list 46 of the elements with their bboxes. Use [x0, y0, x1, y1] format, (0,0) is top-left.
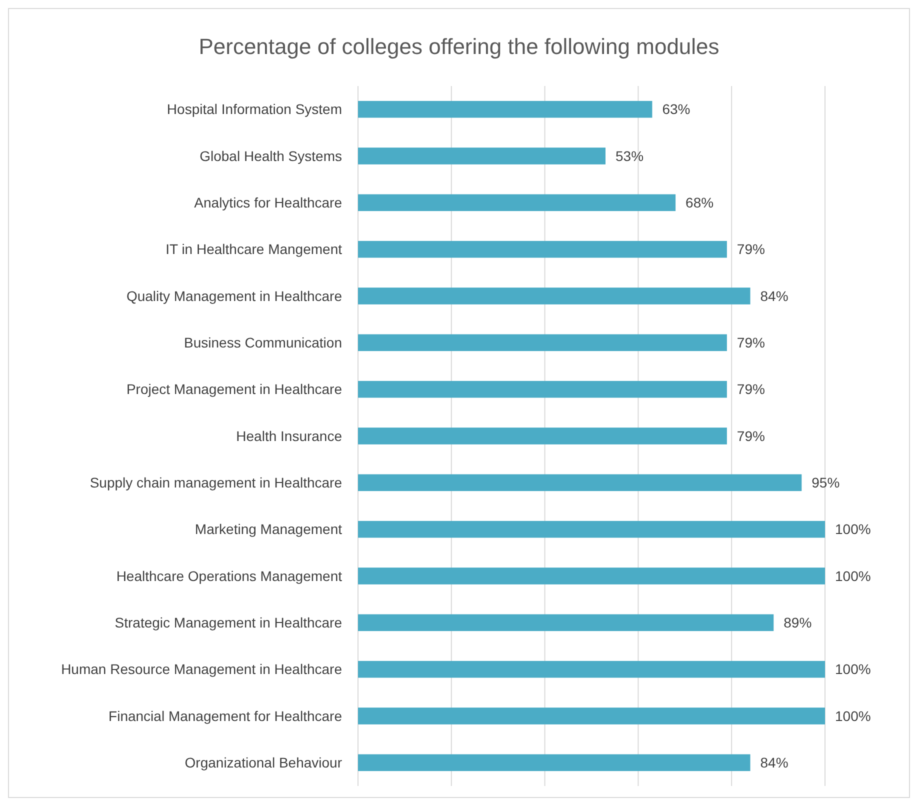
y-tick-label: Healthcare Operations Management: [116, 568, 342, 584]
y-tick-label: Health Insurance: [236, 428, 342, 444]
y-tick-label: Human Resource Management in Healthcare: [61, 661, 342, 678]
bar: [358, 100, 652, 118]
data-label: 84%: [760, 754, 788, 771]
bar: [358, 614, 774, 632]
bar: [358, 660, 825, 678]
data-label: 95%: [812, 474, 840, 491]
data-label: 100%: [835, 568, 871, 584]
bar: [358, 334, 727, 352]
y-tick-label: Financial Management for Healthcare: [108, 708, 342, 724]
bar: [358, 474, 802, 492]
y-tick-label: Business Communication: [184, 334, 342, 351]
y-tick-label: Hospital Information System: [166, 101, 342, 118]
data-label: 63%: [662, 101, 690, 118]
data-label: 100%: [835, 521, 871, 538]
bar: [358, 148, 606, 164]
data-label: 68%: [686, 194, 714, 211]
bar: [358, 520, 825, 538]
y-tick-label: Global Health Systems: [200, 148, 342, 164]
bar: [358, 568, 825, 584]
y-tick-label: Strategic Management in Healthcare: [114, 614, 342, 631]
bar: [358, 240, 727, 258]
data-label: 79%: [736, 381, 765, 398]
y-tick-label: Organizational Behaviour: [184, 754, 342, 771]
data-label: 79%: [736, 334, 765, 351]
bar: [358, 428, 727, 444]
bar: [358, 380, 727, 398]
data-label: 79%: [736, 241, 765, 258]
bar: [358, 194, 676, 212]
data-label: 100%: [835, 661, 871, 678]
y-tick-label: Analytics for Healthcare: [194, 194, 342, 211]
y-tick-label: Supply chain management in Healthcare: [90, 474, 342, 491]
data-label: 84%: [760, 288, 788, 304]
chart-title: Percentage of colleges offering the following modules: [198, 34, 720, 59]
bar: [358, 708, 825, 724]
y-tick-label: Marketing Management: [194, 521, 342, 538]
data-label: 53%: [616, 148, 644, 164]
y-tick-label: IT in Healthcare Mangement: [166, 241, 342, 258]
bar: [358, 288, 750, 304]
y-tick-label: Quality Management in Healthcare: [126, 288, 342, 304]
bar: [358, 754, 750, 772]
y-tick-label: Project Management in Healthcare: [126, 381, 342, 398]
data-label: 100%: [835, 708, 871, 724]
data-label: 79%: [736, 428, 765, 444]
data-label: 89%: [784, 614, 812, 631]
